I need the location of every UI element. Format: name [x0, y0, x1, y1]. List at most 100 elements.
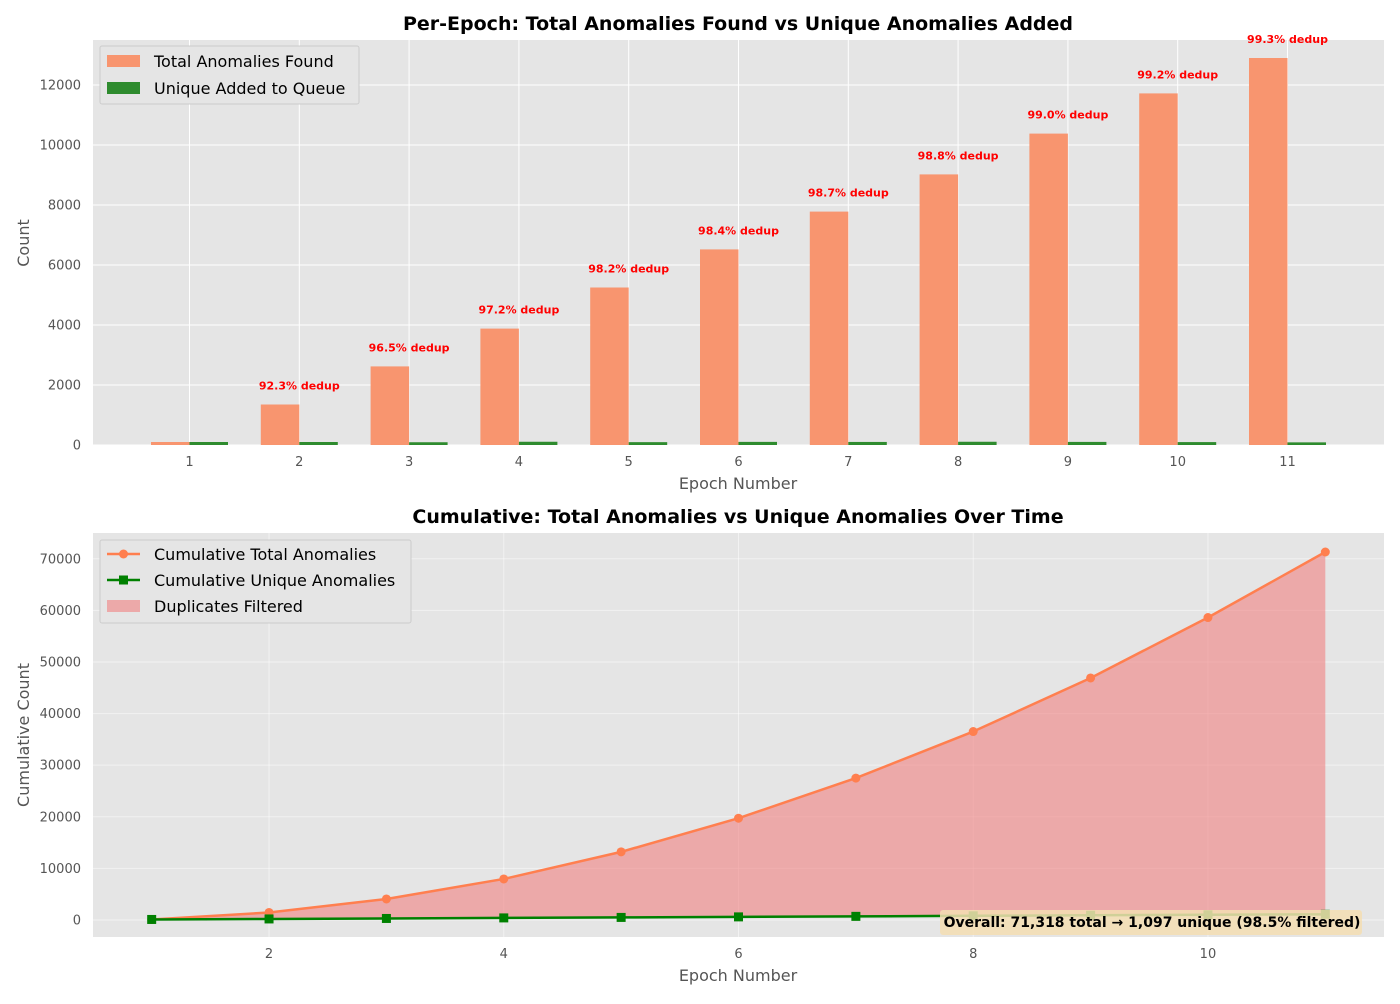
bar-unique-epoch-5: [628, 442, 668, 445]
y-tick-labels: 0 2000 4000 6000 8000 10000 12000: [40, 79, 81, 454]
x-tick-label: 8: [954, 455, 962, 470]
bar-total-epoch-9: [1029, 133, 1068, 445]
per-epoch-chart: 92.3% dedup 96.5% dedup 97.2% dedup 98.2% d…: [14, 13, 1384, 493]
x-tick-label: 9: [1064, 455, 1072, 470]
x-tick-labels: 2 4 6 8 10: [265, 947, 1216, 962]
dedup-label-epoch-3: 96.5% dedup: [369, 341, 450, 354]
bar-total-epoch-1: [151, 442, 190, 445]
dedup-label-epoch-5: 98.2% dedup: [588, 263, 669, 276]
legend-swatch-total: [107, 55, 140, 67]
bar-unique-epoch-1: [189, 442, 228, 445]
x-tick-label: 3: [405, 455, 413, 470]
legend-label-unique: Unique Added to Queue: [154, 79, 345, 98]
bar-unique-epoch-3: [409, 442, 448, 445]
y-tick-label: 4000: [48, 319, 81, 334]
point-unique-epoch-5: [616, 912, 626, 922]
bar-total-epoch-5: [590, 287, 629, 445]
x-tick-label: 1: [185, 455, 193, 470]
x-tick-label: 6: [734, 455, 742, 470]
bar-unique-epoch-10: [1177, 442, 1217, 445]
bar-total-epoch-8: [919, 174, 959, 445]
y-tick-labels: 0 10000 20000 30000 40000 50000 60000 70000: [40, 552, 81, 928]
x-tick-label: 4: [515, 455, 523, 470]
y-axis-label: Cumulative Count: [14, 663, 33, 807]
y-tick-label: 0: [73, 439, 81, 454]
legend-box: [99, 539, 412, 624]
point-unique-epoch-7: [851, 911, 861, 921]
x-tick-label: 10: [1200, 947, 1217, 962]
bar-unique-epoch-11: [1287, 442, 1326, 445]
dedup-label-epoch-6: 98.4% dedup: [698, 224, 779, 237]
point-unique-epoch-4: [499, 913, 509, 923]
annotation-box: [940, 910, 1362, 935]
chart-title: Cumulative: Total Anomalies vs Unique An…: [412, 506, 1063, 528]
point-total-epoch-3: [381, 894, 391, 904]
legend-marker-total: [119, 549, 128, 559]
x-axis-label: Epoch Number: [679, 966, 798, 985]
dedup-label-epoch-8: 98.8% dedup: [918, 149, 999, 162]
bar-unique-epoch-6: [738, 441, 777, 445]
dedup-label-epoch-2: 92.3% dedup: [259, 380, 340, 393]
x-tick-label: 11: [1279, 455, 1296, 470]
y-tick-label: 60000: [40, 604, 81, 619]
legend-swatch-unique: [107, 82, 140, 94]
bar-total-epoch-2: [260, 404, 300, 445]
y-tick-label: 50000: [40, 655, 81, 670]
dedup-label-epoch-9: 99.0% dedup: [1027, 109, 1108, 122]
legend-label-unique: Cumulative Unique Anomalies: [154, 571, 395, 590]
chart-title: Per-Epoch: Total Anomalies Found vs Uniq…: [403, 13, 1073, 35]
legend-swatch-duplicates: [107, 600, 140, 612]
x-tick-label: 2: [265, 947, 273, 962]
x-tick-label: 10: [1169, 455, 1186, 470]
dedup-label-epoch-4: 97.2% dedup: [478, 304, 559, 317]
bar-total-epoch-10: [1139, 93, 1178, 446]
point-total-epoch-6: [734, 813, 743, 823]
dedup-label-epoch-7: 98.7% dedup: [808, 187, 889, 200]
legend-marker-unique: [119, 575, 128, 585]
point-total-epoch-4: [499, 874, 509, 884]
x-tick-label: 5: [625, 455, 633, 470]
point-unique-epoch-6: [734, 912, 743, 922]
dedup-label-epoch-10: 99.2% dedup: [1137, 68, 1218, 81]
bar-unique-epoch-2: [299, 442, 338, 445]
y-tick-label: 2000: [48, 379, 81, 394]
y-tick-label: 20000: [40, 810, 81, 825]
x-tick-label: 7: [844, 455, 852, 470]
bar-unique-epoch-9: [1067, 441, 1107, 445]
legend-box: [99, 45, 360, 105]
y-tick-label: 40000: [40, 707, 81, 722]
bars: [151, 58, 1326, 446]
y-tick-label: 30000: [40, 759, 81, 774]
duplicates-filtered-fill: [151, 551, 1326, 920]
x-tick-label: 4: [500, 947, 508, 962]
y-tick-label: 70000: [40, 552, 81, 567]
overall-annotation: Overall: 71,318 total → 1,097 unique (98…: [940, 910, 1362, 935]
legend: Cumulative Total Anomalies Cumulative Un…: [99, 539, 412, 624]
bar-total-epoch-7: [809, 211, 849, 445]
y-tick-label: 10000: [40, 862, 81, 877]
bar-unique-epoch-8: [958, 441, 997, 445]
bar-total-epoch-3: [370, 366, 410, 445]
bar-total-epoch-6: [700, 249, 739, 445]
point-total-epoch-7: [851, 773, 861, 783]
point-unique-epoch-1: [147, 914, 157, 924]
x-tick-labels: 1 2 3 4 5 6 7 8 9 10 11: [185, 455, 1295, 470]
legend-label-total: Total Anomalies Found: [153, 52, 334, 71]
point-total-epoch-8: [968, 727, 978, 737]
bar-total-epoch-11: [1249, 58, 1288, 445]
point-total-epoch-11: [1320, 547, 1330, 557]
point-unique-epoch-3: [381, 913, 391, 923]
lines: [147, 547, 1330, 924]
x-tick-label: 8: [969, 947, 977, 962]
y-axis-label: Count: [14, 219, 33, 267]
bar-unique-epoch-4: [518, 441, 558, 445]
point-total-epoch-10: [1203, 613, 1213, 623]
y-tick-label: 8000: [48, 199, 81, 214]
legend-label-total: Cumulative Total Anomalies: [154, 545, 376, 564]
dedup-label-epoch-11: 99.3% dedup: [1247, 33, 1328, 46]
x-axis-label: Epoch Number: [679, 474, 798, 493]
x-tick-label: 2: [295, 455, 303, 470]
cumulative-chart: 0 10000 20000 30000 40000 50000 60000 70000 2 4 6…: [14, 506, 1384, 985]
point-unique-epoch-2: [264, 914, 274, 924]
